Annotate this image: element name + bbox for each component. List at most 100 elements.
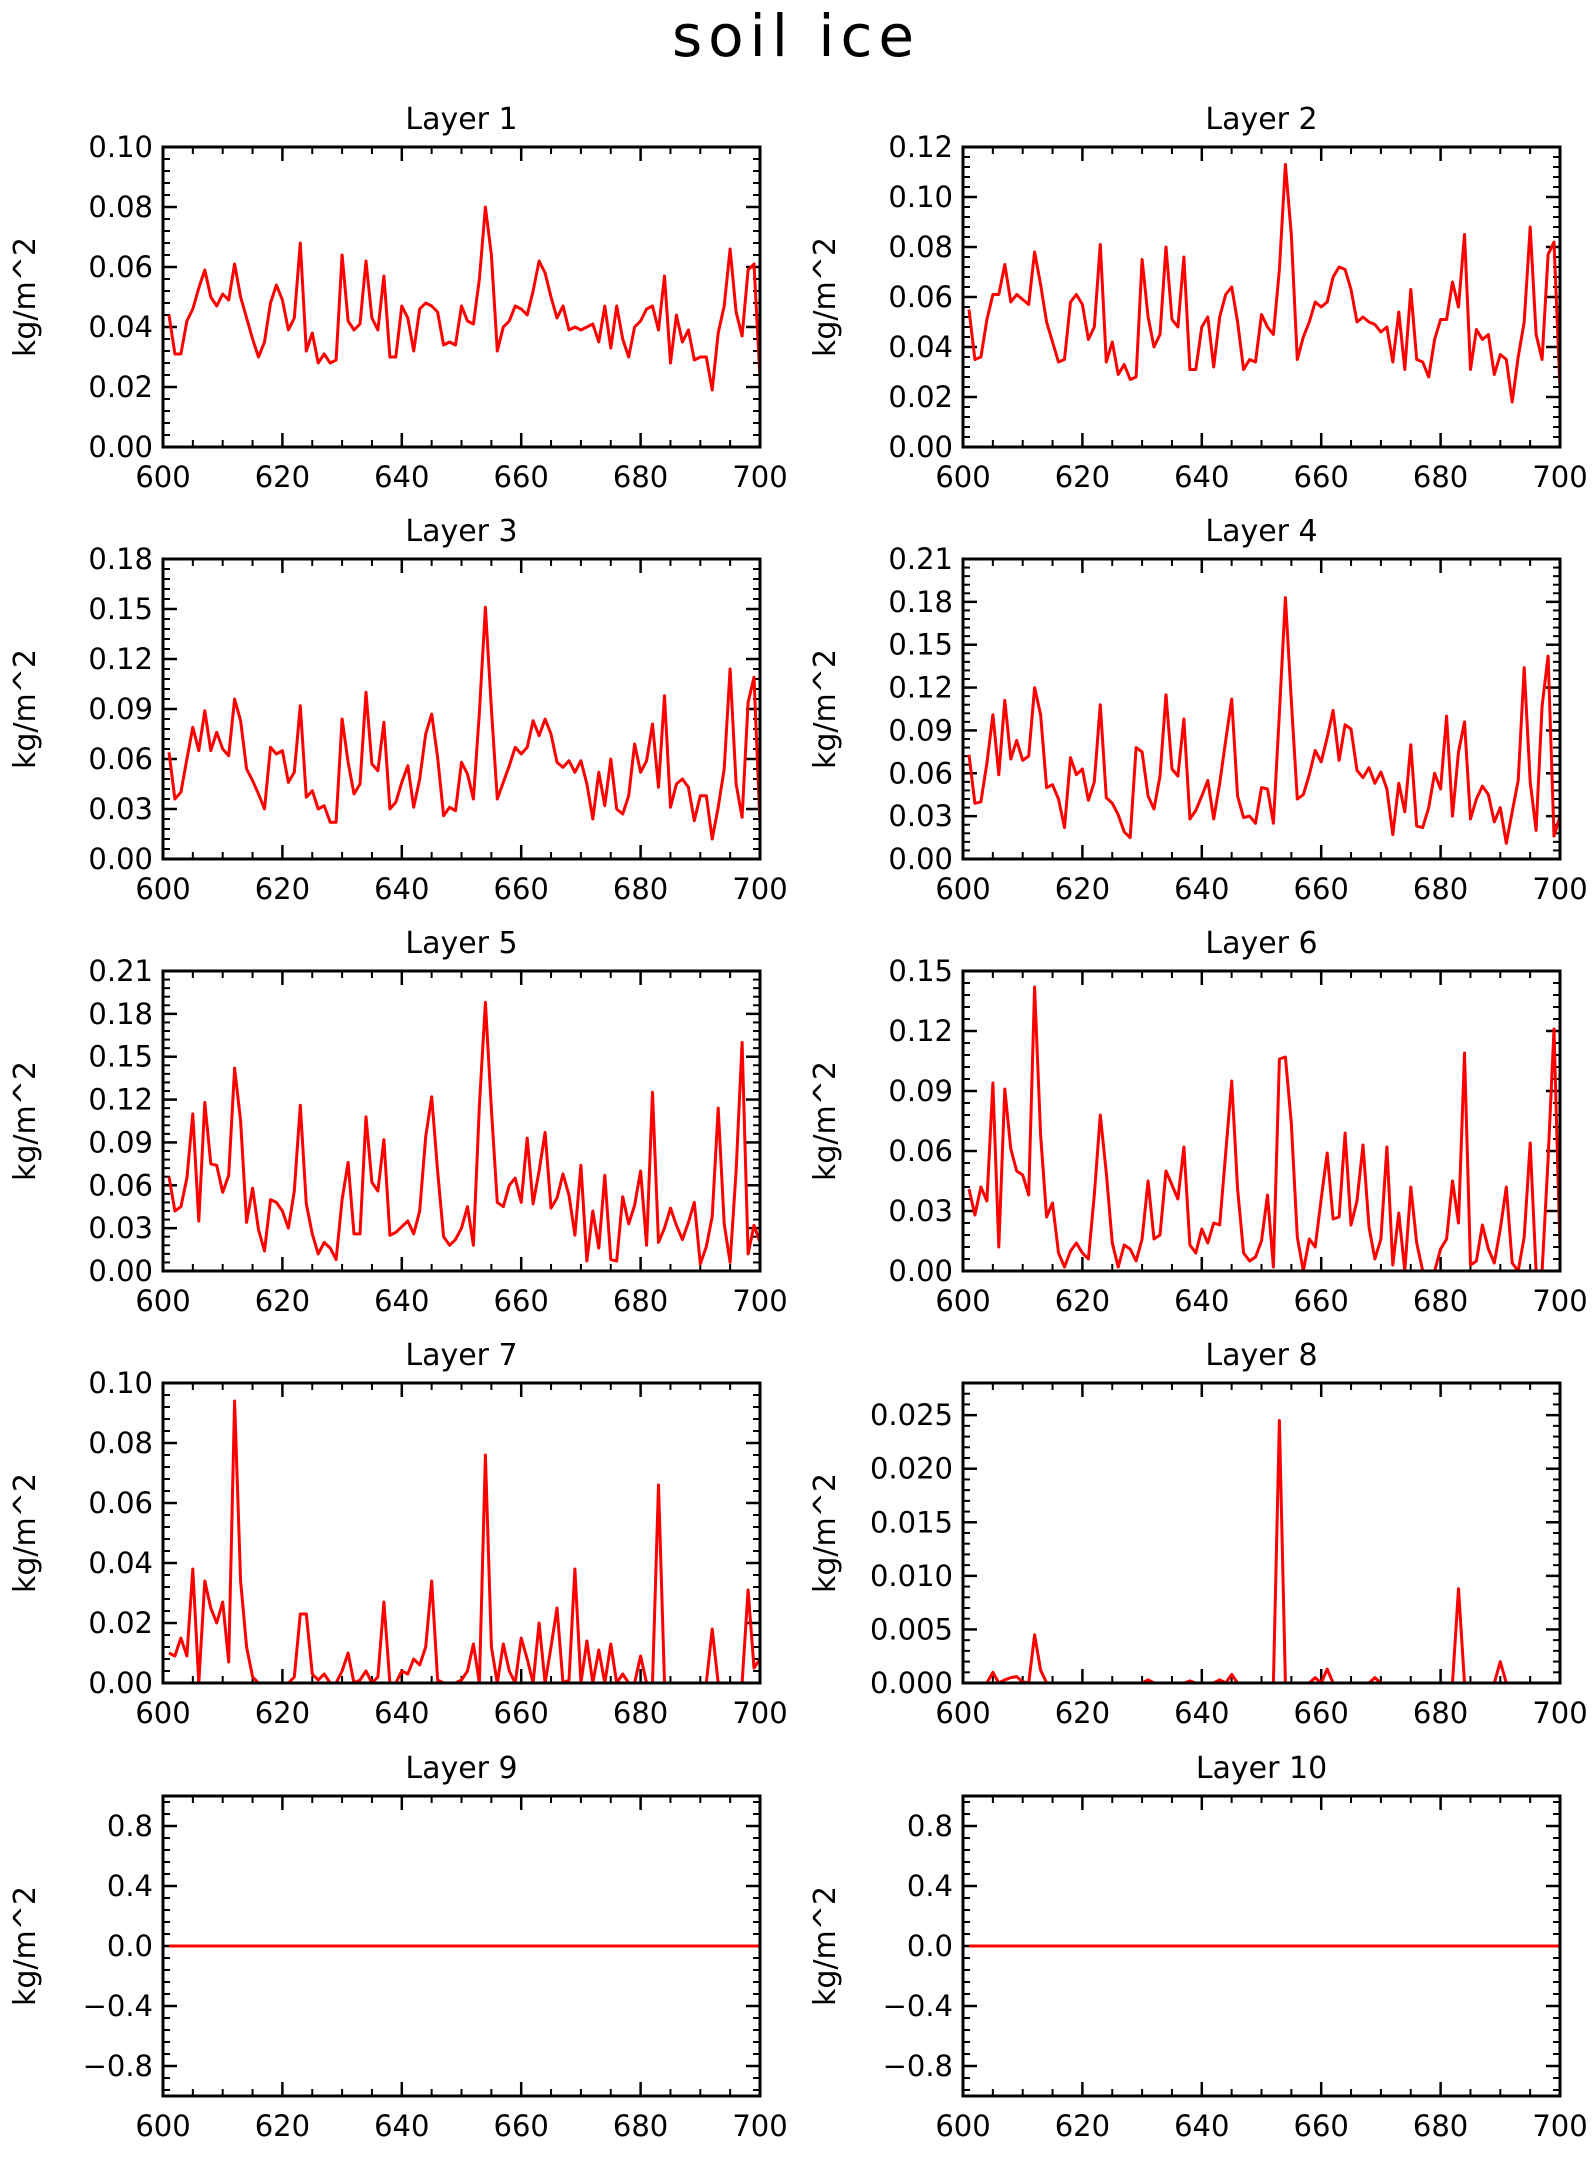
x-tick-label: 680 xyxy=(1413,1284,1468,1318)
x-tick-label: 620 xyxy=(1055,872,1110,906)
y-axis-label: kg/m^2 xyxy=(8,1473,43,1593)
y-tick-label: −0.4 xyxy=(83,1989,153,2023)
y-axis-label: kg/m^2 xyxy=(8,1061,43,1181)
x-tick-label: 680 xyxy=(1413,872,1468,906)
y-axis-label: kg/m^2 xyxy=(8,1886,43,2006)
x-tick-label: 700 xyxy=(732,2109,787,2143)
x-tick-label: 600 xyxy=(935,1696,990,1730)
y-tick-label: 0.06 xyxy=(88,1486,153,1520)
x-tick-label: 700 xyxy=(732,1284,787,1318)
y-tick-label: 0.015 xyxy=(870,1505,953,1539)
plot-frame xyxy=(161,1794,762,2098)
panel-title: Layer 4 xyxy=(1205,514,1317,549)
y-tick-label: 0.03 xyxy=(88,792,153,826)
panel-layer-5: Layer 5 kg/m^2 0.00 0.03 0.06 0.09 0.12 0.15 0.1… xyxy=(8,926,788,1318)
y-axis-label: kg/m^2 xyxy=(808,1886,843,2006)
x-tick-label: 620 xyxy=(255,460,310,494)
x-tick-label: 660 xyxy=(1294,872,1349,906)
plot-frame xyxy=(161,1381,762,1685)
x-tick-label: 600 xyxy=(135,460,190,494)
y-tick-label: 0.8 xyxy=(107,1809,153,1843)
y-axis-label: kg/m^2 xyxy=(808,1473,843,1593)
x-tick-label: 640 xyxy=(374,2109,429,2143)
y-tick-label: −0.8 xyxy=(83,2049,153,2083)
y-tick-label: 0.02 xyxy=(88,1606,153,1640)
y-tick-label: 0.04 xyxy=(888,330,953,364)
y-tick-label: 0.010 xyxy=(870,1559,953,1593)
x-tick-label: 680 xyxy=(1413,1696,1468,1730)
y-tick-label: 0.00 xyxy=(88,430,153,464)
x-tick-label: 600 xyxy=(935,2109,990,2143)
panel-layer-2: Layer 2 kg/m^2 0.00 0.02 0.04 0.06 0.08 0.10 0.1… xyxy=(808,102,1588,494)
y-tick-label: 0.4 xyxy=(907,1869,953,1903)
x-tick-label: 680 xyxy=(613,460,668,494)
y-tick-label: 0.21 xyxy=(888,542,953,576)
x-tick-label: 600 xyxy=(135,872,190,906)
x-tick-label: 620 xyxy=(255,872,310,906)
x-tick-label: 600 xyxy=(935,1284,990,1318)
y-tick-label: 0.000 xyxy=(870,1666,953,1700)
y-tick-label: −0.4 xyxy=(883,1989,953,2023)
panel-title: Layer 8 xyxy=(1205,1338,1317,1373)
x-tick-label: 660 xyxy=(494,1696,549,1730)
plot-frame xyxy=(961,1381,1562,1685)
x-tick-label: 660 xyxy=(494,872,549,906)
panel-title: Layer 5 xyxy=(405,926,517,961)
x-tick-label: 620 xyxy=(255,1284,310,1318)
y-tick-label: 0.04 xyxy=(88,1546,153,1580)
y-tick-label: 0.06 xyxy=(88,250,153,284)
x-tick-label: 660 xyxy=(494,460,549,494)
x-tick-label: 700 xyxy=(1532,872,1587,906)
panel-title: Layer 6 xyxy=(1205,926,1317,961)
panel-layer-7: Layer 7 kg/m^2 0.00 0.02 0.04 0.06 0.08 0.10 600… xyxy=(8,1338,788,1730)
x-tick-label: 680 xyxy=(613,872,668,906)
y-tick-label: 0.00 xyxy=(888,430,953,464)
x-tick-label: 620 xyxy=(1055,2109,1110,2143)
y-axis-label: kg/m^2 xyxy=(8,649,43,769)
y-tick-label: 0.15 xyxy=(888,628,953,662)
y-tick-label: 0.025 xyxy=(870,1398,953,1432)
y-tick-label: −0.8 xyxy=(883,2049,953,2083)
panel-title: Layer 9 xyxy=(405,1751,517,1786)
x-tick-label: 680 xyxy=(613,1284,668,1318)
y-axis-label: kg/m^2 xyxy=(8,237,43,357)
x-tick-label: 640 xyxy=(374,1284,429,1318)
panel-layer-8: Layer 8 kg/m^2 0.000 0.005 0.010 0.015 0.020 0.… xyxy=(808,1338,1588,1730)
x-tick-label: 640 xyxy=(1174,1696,1229,1730)
y-tick-label: 0.08 xyxy=(88,1426,153,1460)
x-tick-label: 640 xyxy=(374,872,429,906)
x-tick-label: 640 xyxy=(374,1696,429,1730)
y-tick-label: 0.15 xyxy=(888,954,953,988)
x-tick-label: 680 xyxy=(613,1696,668,1730)
y-tick-label: 0.02 xyxy=(888,380,953,414)
y-tick-label: 0.06 xyxy=(88,1168,153,1202)
x-tick-label: 660 xyxy=(1294,460,1349,494)
x-tick-label: 680 xyxy=(1413,2109,1468,2143)
x-tick-label: 660 xyxy=(1294,1696,1349,1730)
y-tick-label: 0.08 xyxy=(88,190,153,224)
y-tick-label: 0.8 xyxy=(907,1809,953,1843)
y-tick-label: 0.00 xyxy=(888,1254,953,1288)
y-tick-label: 0.005 xyxy=(870,1612,953,1646)
panel-title: Layer 3 xyxy=(405,514,517,549)
x-tick-label: 700 xyxy=(1532,1284,1587,1318)
x-tick-label: 660 xyxy=(494,1284,549,1318)
x-tick-label: 700 xyxy=(1532,1696,1587,1730)
y-tick-label: 0.12 xyxy=(888,130,953,164)
y-tick-label: 0.09 xyxy=(888,1074,953,1108)
y-axis-label: kg/m^2 xyxy=(808,649,843,769)
plot-frame xyxy=(161,557,762,861)
y-tick-label: 0.02 xyxy=(88,370,153,404)
series-line xyxy=(969,1419,1560,1685)
x-tick-label: 620 xyxy=(1055,460,1110,494)
y-tick-label: 0.06 xyxy=(88,742,153,776)
series-line xyxy=(167,1000,762,1266)
panel-layer-10: Layer 10 kg/m^2 −0.8 −0.4 0.0 0.4 0.8 600 620 640… xyxy=(808,1751,1588,2143)
x-tick-label: 620 xyxy=(255,1696,310,1730)
series-line xyxy=(967,985,1562,1273)
plot-frame xyxy=(961,145,1562,449)
x-tick-label: 600 xyxy=(935,460,990,494)
x-tick-label: 600 xyxy=(135,1284,190,1318)
plot-frame xyxy=(161,969,762,1273)
panel-layer-1: Layer 1 kg/m^2 0.00 0.02 0.04 0.06 0.08 0.10 600… xyxy=(8,102,788,494)
